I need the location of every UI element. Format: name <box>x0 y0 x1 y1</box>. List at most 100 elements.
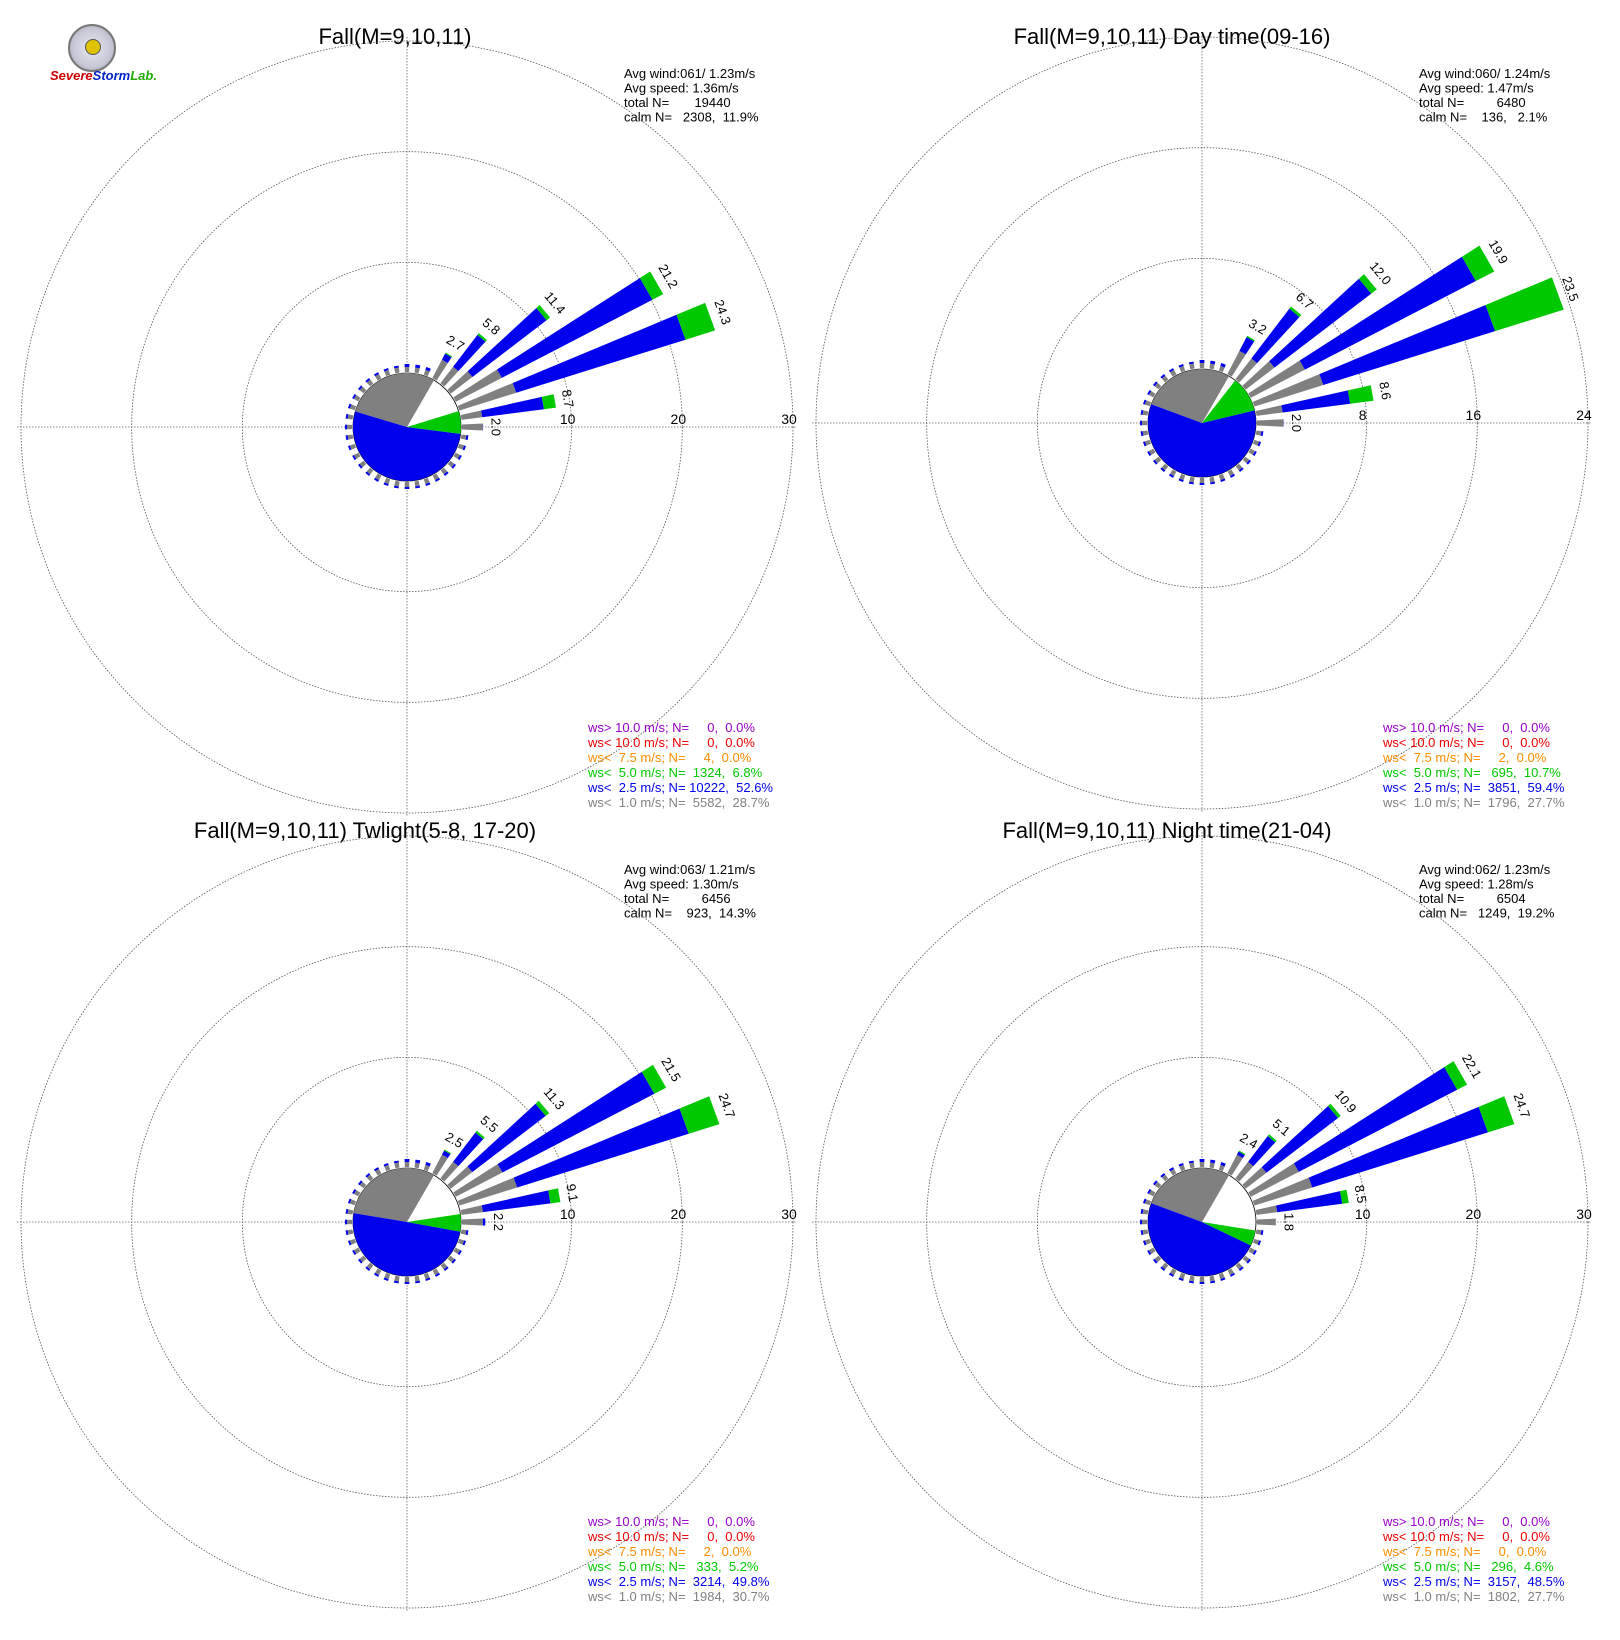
ring-label: 20 <box>1466 1206 1482 1222</box>
legend-row: ws< 1.0 m/s; N= 1984, 30.7% <box>587 1589 770 1604</box>
windrose-panel-4: Fall(M=9,10,11) Night time(21-04) 10 20 30 2… <box>812 818 1592 1612</box>
petal-90: 1.8 <box>1256 1213 1296 1231</box>
petal-label: 2.2 <box>491 1213 506 1231</box>
pie-slice-calm <box>355 372 434 427</box>
legend-row: ws< 5.0 m/s; N= 695, 10.7% <box>1382 765 1561 780</box>
ring-30 <box>20 835 794 1609</box>
stats-line: calm N= 2308, 11.9% <box>624 110 759 125</box>
ring-8 <box>1036 257 1368 589</box>
pie-slice-calm <box>1151 1167 1229 1222</box>
ring-30 <box>815 835 1589 1609</box>
ring-label: 10 <box>560 1206 576 1222</box>
petal-label: 3.2 <box>1246 316 1269 338</box>
ring-30 <box>20 40 794 814</box>
petal-label: 21.2 <box>655 261 681 290</box>
speed-legend: ws> 10.0 m/s; N= 0, 0.0%ws< 10.0 m/s; N=… <box>1382 1514 1565 1604</box>
petal-label: 24.3 <box>711 298 734 327</box>
speed-legend: ws> 10.0 m/s; N= 0, 0.0%ws< 10.0 m/s; N=… <box>587 1514 770 1604</box>
lab-logo: SevereStormLab. <box>50 24 157 84</box>
speed-legend: ws> 10.0 m/s; N= 0, 0.0%ws< 10.0 m/s; N=… <box>1382 720 1565 810</box>
stats-line: calm N= 136, 2.1% <box>1419 110 1548 125</box>
petal-60: 19.9 <box>1248 237 1511 398</box>
logo-text-part1: Severe <box>50 68 93 83</box>
ring-label: 30 <box>781 411 797 427</box>
speed-legend: ws> 10.0 m/s; N= 0, 0.0%ws< 10.0 m/s; N=… <box>587 720 773 810</box>
legend-row: ws< 7.5 m/s; N= 2, 0.0% <box>1382 750 1547 765</box>
logo-text-part3: Lab. <box>130 68 157 83</box>
university-seal-icon <box>68 24 116 72</box>
legend-row: ws< 10.0 m/s; N= 0, 0.0% <box>587 1529 755 1544</box>
minor-direction-stubs <box>1140 1159 1264 1284</box>
pie-slice-mid <box>1202 1222 1256 1246</box>
pie-slice-low <box>352 411 461 482</box>
stats-line: Avg speed: 1.28m/s <box>1419 877 1534 892</box>
panel-title: Fall(M=9,10,11) Night time(21-04) <box>1002 818 1331 843</box>
petal-label: 6.7 <box>1293 289 1316 312</box>
petal-label: 8.7 <box>559 388 577 408</box>
petal-label: 22.1 <box>1459 1051 1485 1080</box>
petal-70: 23.5 <box>1252 274 1582 407</box>
legend-row: ws< 10.0 m/s; N= 0, 0.0% <box>587 735 755 750</box>
petal-label: 24.7 <box>716 1091 739 1120</box>
windrose-panel-3: Fall(M=9,10,11) Twlight(5-8, 17-20) 10 20 3… <box>17 818 797 1612</box>
ring-10 <box>241 261 573 593</box>
windrose-panel-1: Fall(M=9,10,11)10 20 3021.224.311.45.82.78… <box>17 24 797 817</box>
petal-label: 2.7 <box>444 332 467 354</box>
ring-label: 8 <box>1359 407 1367 423</box>
calm-pie <box>1147 368 1257 478</box>
calm-pie <box>352 1167 462 1277</box>
pie-slice-mid <box>407 411 461 434</box>
calm-pie <box>352 372 462 482</box>
petal-label: 2.4 <box>1237 1130 1260 1152</box>
legend-row: ws< 2.5 m/s; N= 10222, 52.6% <box>587 780 773 795</box>
stats-line: total N= 6504 <box>1419 891 1526 906</box>
legend-row: ws> 10.0 m/s; N= 0, 0.0% <box>1382 720 1550 735</box>
ring-20 <box>131 946 683 1498</box>
stats-line: Avg speed: 1.36m/s <box>624 81 739 96</box>
legend-row: ws< 1.0 m/s; N= 1802, 27.7% <box>1382 1589 1565 1604</box>
pie-slice-calm <box>353 1167 434 1222</box>
windrose-panel-2: Fall(M=9,10,11) Day time(09-16)8 16 2419.9… <box>812 24 1592 813</box>
pie-slice-mid <box>1202 380 1255 423</box>
legend-row: ws< 2.5 m/s; N= 3214, 49.8% <box>587 1574 770 1589</box>
stats-line: calm N= 923, 14.3% <box>624 906 756 921</box>
stats-line: calm N= 1249, 19.2% <box>1419 906 1555 921</box>
ring-20 <box>131 151 683 703</box>
legend-row: ws> 10.0 m/s; N= 0, 0.0% <box>587 720 755 735</box>
legend-row: ws< 10.0 m/s; N= 0, 0.0% <box>1382 1529 1550 1544</box>
legend-row: ws< 5.0 m/s; N= 1324, 6.8% <box>587 765 763 780</box>
legend-row: ws< 7.5 m/s; N= 2, 0.0% <box>587 1544 752 1559</box>
legend-row: ws< 2.5 m/s; N= 3851, 59.4% <box>1382 780 1565 795</box>
petal-label: 5.8 <box>480 315 503 338</box>
petal-90: 2.0 <box>1256 414 1304 432</box>
petal-70: 24.7 <box>457 1091 739 1206</box>
stats-line: Avg wind:061/ 1.23m/s <box>624 66 756 81</box>
legend-row: ws< 10.0 m/s; N= 0, 0.0% <box>1382 735 1550 750</box>
pie-slice-calm <box>1151 368 1229 423</box>
petal-label: 5.1 <box>1270 1116 1293 1139</box>
legend-row: ws< 2.5 m/s; N= 3157, 48.5% <box>1382 1574 1565 1589</box>
stats-line: total N= 19440 <box>624 95 731 110</box>
petal-label: 21.5 <box>658 1055 684 1084</box>
legend-row: ws> 10.0 m/s; N= 0, 0.0% <box>1382 1514 1550 1529</box>
ring-20 <box>926 946 1478 1498</box>
pie-slice-mid <box>407 1213 461 1232</box>
ring-10 <box>241 1056 573 1388</box>
petal-label: 23.5 <box>1559 274 1582 303</box>
stats-line: total N= 6456 <box>624 891 731 906</box>
petal-30: 3.2 <box>1227 316 1269 377</box>
petal-70: 24.3 <box>457 298 734 411</box>
stats-line: Avg wind:060/ 1.24m/s <box>1419 66 1551 81</box>
stats-line: Avg wind:063/ 1.21m/s <box>624 862 756 877</box>
stats-line: Avg speed: 1.30m/s <box>624 877 739 892</box>
legend-row: ws< 5.0 m/s; N= 296, 4.6% <box>1382 1559 1554 1574</box>
pie-slice-low <box>352 1213 461 1277</box>
ring-16 <box>926 147 1478 699</box>
petal-90: 2.2 <box>461 1213 506 1231</box>
ring-10 <box>1036 1056 1368 1388</box>
